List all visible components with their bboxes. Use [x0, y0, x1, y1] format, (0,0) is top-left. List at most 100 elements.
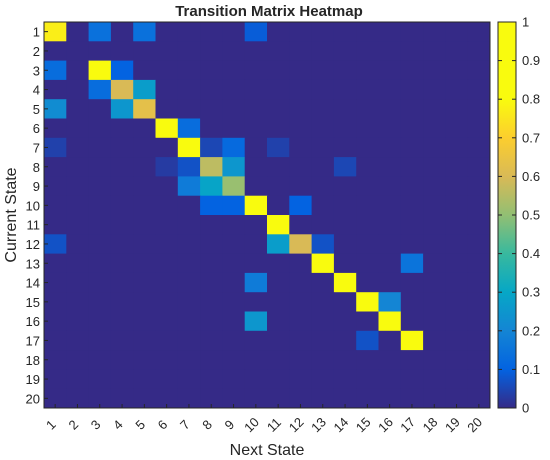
heatmap-cell — [333, 388, 357, 409]
heatmap-cell — [110, 215, 134, 235]
heatmap-cell — [177, 350, 201, 370]
x-tick-label: 20 — [464, 414, 485, 435]
heatmap-cell — [378, 311, 402, 332]
heatmap-cell — [356, 60, 379, 81]
heatmap-cell — [423, 388, 446, 409]
heatmap-cell — [244, 118, 268, 139]
heatmap-cell — [356, 215, 379, 235]
heatmap-cell — [378, 330, 402, 351]
heatmap-cell — [133, 369, 156, 390]
heatmap-cell — [467, 388, 491, 409]
heatmap-cell — [267, 137, 290, 158]
heatmap-cell — [110, 176, 134, 197]
heatmap-cell — [66, 253, 89, 274]
heatmap-cell — [44, 118, 67, 139]
heatmap-cell — [356, 41, 379, 61]
heatmap-cell — [378, 41, 402, 61]
heatmap-cell — [333, 350, 357, 370]
heatmap-cell — [133, 311, 156, 332]
x-tick-label: 11 — [264, 415, 284, 435]
heatmap-cell — [66, 272, 89, 293]
colorbar-tick-label: 0.7 — [522, 130, 540, 145]
heatmap-cell — [356, 369, 379, 390]
heatmap-cell — [110, 157, 134, 177]
heatmap-cell — [244, 234, 268, 254]
colorbar-tick-label: 0.3 — [522, 285, 540, 300]
heatmap-cell — [66, 60, 89, 81]
heatmap-cell — [311, 118, 335, 139]
heatmap-cell — [267, 60, 290, 81]
heatmap-cell — [244, 137, 268, 158]
heatmap-cell — [423, 292, 446, 312]
y-tick-label: 5 — [33, 102, 40, 117]
y-tick-label: 13 — [26, 256, 40, 271]
heatmap-cell — [333, 22, 357, 42]
heatmap-cell — [289, 137, 312, 158]
heatmap-cell — [267, 292, 290, 312]
x-tick-label: 10 — [241, 414, 262, 435]
heatmap-cell — [44, 388, 67, 409]
x-tick-label: 7 — [177, 417, 193, 433]
heatmap-cell — [423, 137, 446, 158]
heatmap-cell — [311, 369, 335, 390]
heatmap-cell — [356, 253, 379, 274]
heatmap-cell — [311, 272, 335, 293]
heatmap-cell — [222, 311, 246, 332]
heatmap-cell — [155, 176, 179, 197]
heatmap-cell — [222, 369, 246, 390]
heatmap-cell — [445, 272, 469, 293]
heatmap-cell — [66, 311, 89, 332]
heatmap-cell — [200, 292, 223, 312]
heatmap-cell — [110, 41, 134, 61]
y-tick-label: 11 — [27, 218, 41, 233]
heatmap-cell — [66, 215, 89, 235]
heatmap-cell — [88, 330, 112, 351]
y-tick-label: 10 — [26, 198, 40, 213]
heatmap-cell — [378, 215, 402, 235]
heatmap-cell — [66, 176, 89, 197]
heatmap-cell — [44, 99, 67, 119]
heatmap-cell — [311, 234, 335, 254]
x-tick-label: 8 — [199, 417, 215, 433]
heatmap-cell — [88, 388, 112, 409]
heatmap-cell — [200, 137, 223, 158]
heatmap-cell — [311, 41, 335, 61]
heatmap-cell — [467, 41, 491, 61]
heatmap-cell — [400, 292, 424, 312]
heatmap-cell — [177, 311, 201, 332]
heatmap-cell — [66, 99, 89, 119]
heatmap-cell — [356, 157, 379, 177]
heatmap-cell — [88, 292, 112, 312]
heatmap-cell — [267, 272, 290, 293]
heatmap-cell — [88, 41, 112, 61]
heatmap-cell — [110, 350, 134, 370]
heatmap-cell — [445, 41, 469, 61]
heatmap-cell — [445, 60, 469, 81]
heatmap-cell — [289, 157, 312, 177]
heatmap-cell — [177, 215, 201, 235]
heatmap-cell — [400, 99, 424, 119]
heatmap-cell — [423, 234, 446, 254]
heatmap-cell — [177, 41, 201, 61]
heatmap-cell — [44, 253, 67, 274]
heatmap-cell — [110, 388, 134, 409]
heatmap-cell — [222, 330, 246, 351]
heatmap-cell — [133, 79, 156, 100]
heatmap-cell — [445, 157, 469, 177]
heatmap-cell — [289, 99, 312, 119]
heatmap-cell — [423, 311, 446, 332]
heatmap-cell — [423, 60, 446, 81]
heatmap-cell — [222, 79, 246, 100]
heatmap-cell — [222, 215, 246, 235]
heatmap-cell — [445, 330, 469, 351]
colorbar-tick-label: 1 — [522, 15, 529, 30]
heatmap-cell — [66, 22, 89, 42]
heatmap-cell — [133, 292, 156, 312]
heatmap-cell — [88, 79, 112, 100]
heatmap-cell — [44, 369, 67, 390]
heatmap-cell — [311, 195, 335, 216]
heatmap-cell — [289, 60, 312, 81]
heatmap-cell — [244, 292, 268, 312]
heatmap-cell — [289, 234, 312, 254]
heatmap-cell — [400, 253, 424, 274]
